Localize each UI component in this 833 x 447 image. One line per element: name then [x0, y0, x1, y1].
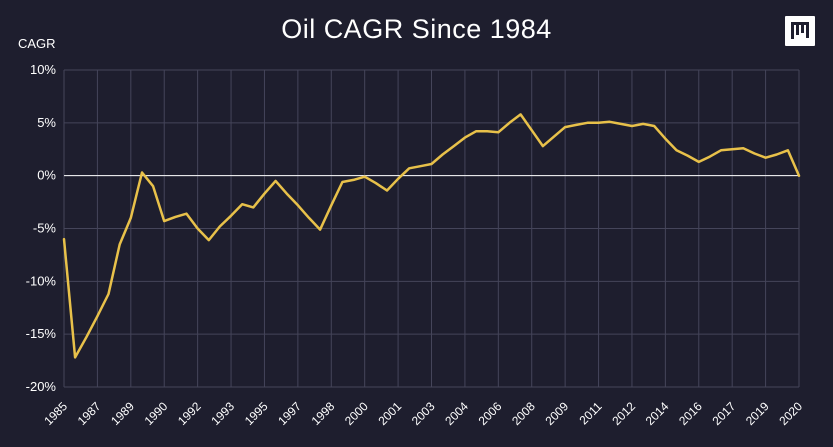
- x-tick-label: 2004: [442, 399, 471, 428]
- y-tick-label: -15%: [26, 326, 57, 341]
- x-tick-label: 2003: [409, 399, 438, 428]
- x-tick-label: 2009: [542, 399, 571, 428]
- y-tick-label: -5%: [33, 221, 57, 236]
- x-tick-label: 2019: [743, 399, 772, 428]
- x-tick-label: 1998: [309, 399, 338, 428]
- y-tick-label: -10%: [26, 273, 57, 288]
- x-tick-label: 2008: [509, 399, 538, 428]
- y-tick-label: 5%: [37, 115, 56, 130]
- x-tick-label: 2001: [375, 399, 404, 428]
- x-tick-label: 2020: [776, 399, 805, 428]
- x-tick-label: 1985: [41, 399, 70, 428]
- chart-title: Oil CAGR Since 1984: [281, 14, 552, 44]
- x-tick-label: 1995: [242, 399, 271, 428]
- x-tick-label: 2000: [342, 399, 371, 428]
- x-tick-label: 1997: [275, 399, 304, 428]
- bar-logo-icon: [791, 22, 809, 39]
- x-tick-label: 2011: [577, 399, 605, 427]
- series-line: [62, 113, 801, 359]
- y-tick-label: -20%: [26, 379, 57, 394]
- x-tick-label: 2012: [609, 399, 638, 428]
- x-tick-label: 1990: [142, 399, 171, 428]
- brand-logo: [785, 16, 815, 46]
- y-tick-label: 10%: [30, 62, 56, 77]
- x-tick-label: 2017: [710, 399, 739, 428]
- x-tick-label: 1993: [208, 399, 237, 428]
- x-tick-label: 2006: [476, 399, 505, 428]
- x-tick-label: 2016: [676, 399, 705, 428]
- x-tick-label: 1989: [108, 399, 137, 428]
- y-axis-label: CAGR: [18, 36, 56, 51]
- y-tick-label: 0%: [37, 168, 56, 183]
- x-tick-label: 1987: [75, 399, 104, 428]
- x-tick-label: 2014: [643, 399, 672, 428]
- x-tick-label: 1992: [175, 399, 204, 428]
